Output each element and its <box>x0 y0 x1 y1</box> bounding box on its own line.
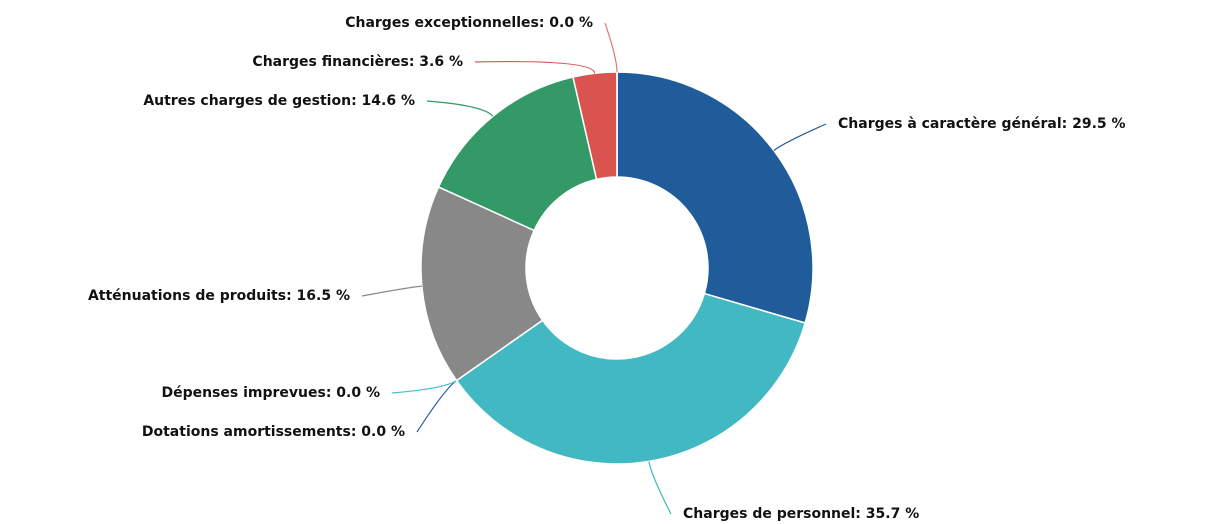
data-label: Autres charges de gestion: 14.6 % <box>143 93 415 109</box>
data-label: Dépenses imprevues: 0.0 % <box>161 385 380 401</box>
slice <box>420 185 544 382</box>
data-label: Charges exceptionnelles: 0.0 % <box>345 15 593 31</box>
data-label: Charges de personnel: 35.7 % <box>683 506 919 522</box>
connector <box>474 60 596 74</box>
connector <box>426 100 494 117</box>
connector <box>773 123 827 151</box>
slice <box>616 71 814 324</box>
connector <box>416 380 457 433</box>
slice <box>437 76 598 232</box>
connector <box>361 285 422 297</box>
data-label: Atténuations de produits: 16.5 % <box>88 288 350 304</box>
data-label: Charges à caractère général: 29.5 % <box>838 116 1126 132</box>
slice <box>455 292 807 465</box>
connector <box>604 22 618 73</box>
data-label: Charges financières: 3.6 % <box>252 54 463 70</box>
connector <box>391 380 457 394</box>
data-label: Dotations amortissements: 0.0 % <box>142 424 405 440</box>
connector <box>648 461 672 515</box>
